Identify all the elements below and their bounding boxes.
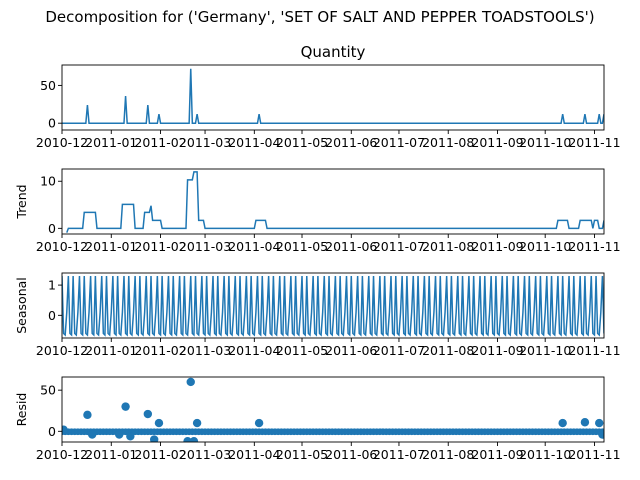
resid-xtick-label: 2011-06 [325,447,377,462]
resid-ytick-label: 0 [48,424,56,439]
quantity-xtick-label: 2011-06 [325,135,377,150]
seasonal-xtick-label: 2011-08 [422,343,474,358]
resid-axes-frame [61,376,605,443]
quantity-xtick-label: 2011-11 [568,135,620,150]
resid-point [598,430,604,439]
resid-point [154,418,164,428]
trend-xtick-label: 2010-12 [36,239,88,254]
quantity-axes-frame [61,64,605,131]
trend-axes-frame [61,168,605,235]
resid-panel: 0502010-122011-012011-022011-032011-0420… [14,376,621,462]
resid-point [595,418,604,428]
quantity-plot-area [62,68,604,124]
resid-ylabel: Resid [14,393,29,427]
trend-xtick-label: 2011-01 [85,239,137,254]
figure-suptitle: Decomposition for ('Germany', 'SET OF SA… [45,8,594,26]
quantity-xtick-label: 2011-03 [179,135,231,150]
seasonal-xtick-label: 2011-06 [325,343,377,358]
seasonal-series-line [62,275,604,337]
resid-point [126,432,135,441]
resid-xtick-label: 2011-11 [568,447,620,462]
seasonal-ytick-label: 1 [48,278,56,293]
resid-xtick-label: 2011-08 [422,447,474,462]
seasonal-xtick-label: 2010-12 [36,343,88,358]
quantity-xtick-label: 2011-02 [134,135,186,150]
trend-series-line [66,171,604,233]
seasonal-xtick-label: 2011-07 [373,343,425,358]
trend-xtick-label: 2011-08 [422,239,474,254]
resid-point [62,425,68,434]
resid-point [83,410,92,420]
resid-xtick-label: 2011-02 [134,447,186,462]
resid-point [558,418,567,428]
resid-xtick-label: 2011-03 [179,447,231,462]
seasonal-xtick-label: 2011-01 [85,343,137,358]
trend-xtick-label: 2011-03 [179,239,231,254]
resid-point [149,435,159,442]
trend-ytick-label: 0 [48,221,56,236]
resid-xtick-label: 2011-10 [519,447,571,462]
trend-xtick-label: 2011-02 [134,239,186,254]
trend-panel: 0102010-122011-012011-022011-032011-0420… [14,168,621,254]
trend-xtick-label: 2011-09 [471,239,523,254]
quantity-xtick-label: 2010-12 [36,135,88,150]
quantity-panel: 0502010-122011-012011-022011-032011-0420… [36,43,621,150]
resid-xtick-label: 2011-09 [471,447,523,462]
seasonal-xtick-label: 2011-05 [276,343,328,358]
quantity-xtick-label: 2011-01 [85,135,137,150]
seasonal-xtick-label: 2011-10 [519,343,571,358]
quantity-xtick-label: 2011-05 [276,135,328,150]
resid-ytick-label: 50 [40,383,56,398]
seasonal-plot-area [62,275,604,337]
resid-point [580,418,590,427]
trend-ylabel: Trend [14,184,29,219]
seasonal-xtick-label: 2011-11 [568,343,620,358]
quantity-xtick-label: 2011-10 [519,135,571,150]
trend-xtick-label: 2011-07 [373,239,425,254]
trend-xtick-label: 2011-04 [228,239,280,254]
resid-xtick-label: 2011-07 [373,447,425,462]
seasonal-panel: 012010-122011-012011-022011-032011-04201… [14,272,621,358]
quantity-xtick-label: 2011-09 [471,135,523,150]
resid-point [183,436,192,442]
seasonal-xtick-label: 2011-04 [228,343,280,358]
panels: 0502010-122011-012011-022011-032011-0420… [14,43,621,462]
trend-ytick-label: 10 [40,174,56,189]
resid-point [192,418,202,428]
seasonal-ylabel: Seasonal [14,277,29,334]
seasonal-xtick-label: 2011-09 [471,343,523,358]
trend-xtick-label: 2011-05 [276,239,328,254]
resid-xtick-label: 2011-01 [85,447,137,462]
trend-xtick-label: 2011-06 [325,239,377,254]
resid-xtick-label: 2011-04 [228,447,280,462]
seasonal-xtick-label: 2011-02 [134,343,186,358]
resid-xtick-label: 2010-12 [36,447,88,462]
seasonal-xtick-label: 2011-03 [179,343,231,358]
resid-point [254,418,264,428]
resid-plot-area [62,377,604,442]
quantity-title: Quantity [301,43,366,61]
resid-point [121,402,130,411]
trend-plot-area [66,171,604,233]
quantity-xtick-label: 2011-08 [422,135,474,150]
quantity-xtick-label: 2011-07 [373,135,425,150]
resid-point [189,436,199,442]
resid-point [88,430,97,439]
resid-point [143,409,153,419]
trend-xtick-label: 2011-10 [519,239,571,254]
seasonal-axes-frame [61,272,605,339]
resid-xtick-label: 2011-05 [276,447,328,462]
resid-point [115,430,124,439]
trend-xtick-label: 2011-11 [568,239,620,254]
seasonal-ytick-label: 0 [48,308,56,323]
quantity-ytick-label: 50 [40,78,56,93]
quantity-series-line [62,68,604,124]
resid-point [186,377,195,387]
quantity-ytick-label: 0 [48,116,56,131]
quantity-xtick-label: 2011-04 [228,135,280,150]
